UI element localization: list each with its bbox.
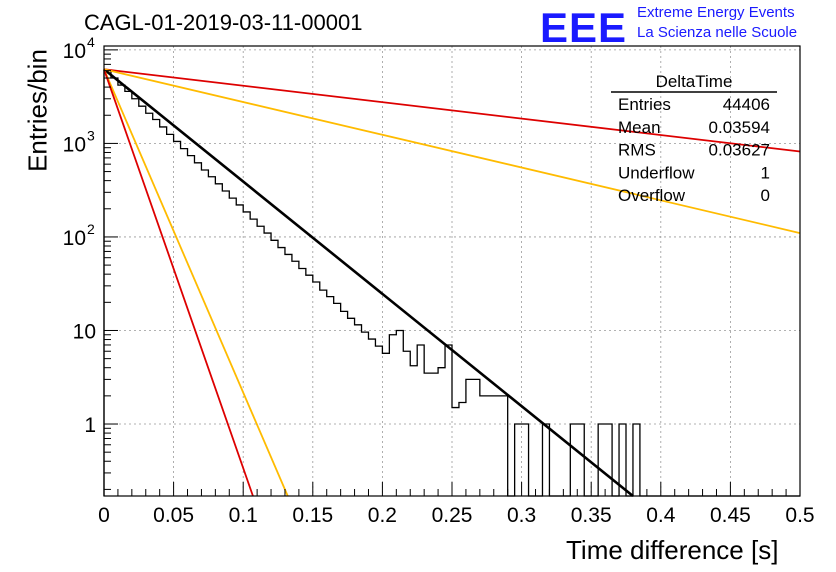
x-tick-label: 0	[98, 504, 110, 527]
y-tick-label: 10	[63, 133, 86, 156]
x-tick-label: 0.4	[646, 504, 676, 527]
fit-curve-1	[103, 68, 801, 153]
stats-value-overflow: 0	[761, 186, 770, 205]
x-tick-label: 0.5	[785, 504, 814, 527]
x-tick-label: 0.45	[710, 504, 751, 527]
y-tick-exponent: 2	[87, 221, 95, 237]
axis-ticks	[103, 49, 801, 496]
x-tick-label: 0.15	[292, 504, 333, 527]
fit-curve-0	[103, 68, 634, 498]
fit-curve-3	[103, 68, 289, 497]
x-axis-title: Time difference [s]	[566, 535, 779, 565]
stats-box-title: DeltaTime	[656, 72, 733, 91]
stats-label-underflow: Underflow	[618, 163, 695, 182]
logo-subtitle-1: Extreme Energy Events	[637, 4, 795, 21]
stats-value-mean: 0.03594	[709, 118, 770, 137]
axis-tick-labels: 0 0.05 0.1 0.15 0.2 0.25 0.3 0.35 0.4 0.45 0.51101…	[63, 34, 815, 527]
x-tick-label: 0.35	[571, 504, 612, 527]
y-tick-label: 10	[63, 227, 86, 250]
grid-lines	[104, 46, 800, 496]
stats-label-mean: Mean	[618, 118, 661, 137]
x-tick-label: 0.1	[229, 504, 258, 527]
histogram-line	[103, 69, 800, 497]
x-tick-label: 0.25	[432, 504, 473, 527]
fit-curves	[103, 68, 801, 498]
x-tick-label: 0.2	[368, 504, 397, 527]
stats-label-rms: RMS	[618, 141, 656, 160]
eee-logo: EEE	[540, 4, 628, 51]
y-tick-exponent: 4	[87, 34, 95, 50]
stats-value-entries: 44406	[723, 95, 770, 114]
stats-label-overflow: Overflow	[618, 186, 686, 205]
x-tick-label: 0.3	[507, 504, 536, 527]
y-tick-label: 10	[73, 320, 96, 343]
fit-curve-2	[103, 68, 801, 234]
y-axis-title: Entries/bin	[22, 49, 53, 172]
stats-box: DeltaTime Entries 44406 Mean 0.03594 RMS 0.036…	[611, 72, 777, 205]
y-tick-label: 10	[63, 40, 86, 63]
histogram-series	[103, 69, 800, 497]
y-tick-label: 1	[84, 414, 96, 437]
logo-subtitle-2: La Scienza nelle Scuole	[637, 24, 798, 41]
chart-title: CAGL-01-2019-03-11-00001	[84, 10, 363, 35]
stats-label-entries: Entries	[618, 95, 671, 114]
stats-value-rms: 0.03627	[709, 141, 770, 160]
y-tick-exponent: 3	[87, 127, 95, 143]
x-tick-label: 0.05	[153, 504, 194, 527]
stats-value-underflow: 1	[761, 163, 770, 182]
fit-curve-4	[103, 68, 254, 497]
